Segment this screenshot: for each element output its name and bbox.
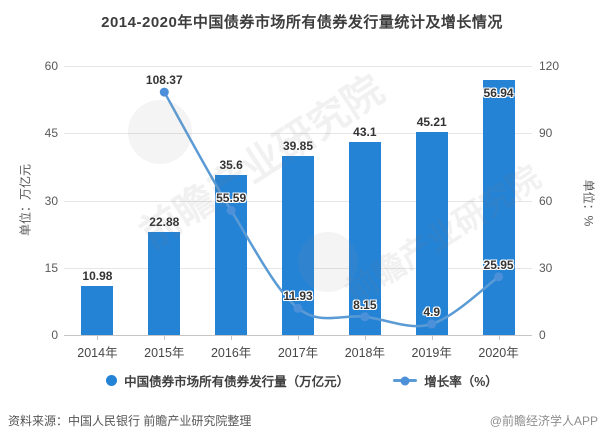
bar-value-label: 22.88 xyxy=(149,215,180,230)
growth-value-label: 55.59 xyxy=(216,191,247,206)
growth-line-marker xyxy=(427,319,437,329)
growth-line-marker xyxy=(360,312,370,322)
growth-line-marker xyxy=(159,87,169,97)
left-axis-tick-label: 60 xyxy=(44,59,58,73)
bar-2018年 xyxy=(348,141,381,335)
plot-area: 10.98 22.88 35.6 39.85 43.1 45.21 56.94 108.37 5… xyxy=(64,66,532,340)
gridline xyxy=(64,133,532,135)
bar-2020年 xyxy=(482,79,515,335)
y-axis-left-labels: 0 15 30 45 60 xyxy=(20,59,58,342)
bar-value-label: 43.1 xyxy=(353,124,377,139)
right-axis-tick-label: 120 xyxy=(539,59,560,73)
bar-2016年 xyxy=(215,175,248,335)
bar-2019年 xyxy=(415,132,448,335)
legend-line-label: 增长率（%） xyxy=(424,375,498,389)
x-axis-tick xyxy=(364,335,366,340)
y-axis-right-labels: 0 30 60 90 120 xyxy=(539,59,579,342)
x-axis-tick xyxy=(231,335,233,340)
x-axis-tick xyxy=(298,335,299,340)
app-credit: @前瞻经济学人APP xyxy=(489,414,598,428)
line-series-swatch-icon xyxy=(393,376,418,385)
x-axis-label: 2020年 xyxy=(478,346,519,360)
bar-2014年 xyxy=(81,285,114,335)
bar-2015年 xyxy=(148,232,181,335)
bar-series-swatch-icon xyxy=(106,375,118,386)
x-axis-tick xyxy=(97,335,99,340)
right-axis-tick-label: 90 xyxy=(539,126,553,141)
growth-line-marker xyxy=(494,272,504,282)
growth-line-layer xyxy=(159,87,504,329)
right-axis-tick-label: 0 xyxy=(539,328,546,342)
right-axis-tick-label: 60 xyxy=(539,193,553,208)
growth-line xyxy=(163,91,500,328)
growth-value-label: 8.15 xyxy=(353,297,377,312)
left-axis-tick-label: 15 xyxy=(44,260,58,275)
growth-value-label: 108.37 xyxy=(145,73,183,88)
bar-value-label: 39.85 xyxy=(282,139,314,154)
x-axis-labels: 2014年 2015年 2016年 2017年 2018年 2019年 2020年 xyxy=(64,342,532,360)
x-axis-label: 2016年 xyxy=(210,346,252,360)
legend-bar-label: 中国债券市场所有债券发行量（万亿元） xyxy=(124,375,350,389)
bar-value-label: 35.6 xyxy=(219,158,243,173)
x-axis-label: 2017年 xyxy=(277,346,319,360)
growth-value-label: 25.95 xyxy=(483,257,514,272)
left-axis-tick-label: 45 xyxy=(44,126,58,141)
x-axis-label: 2014年 xyxy=(77,346,118,360)
x-axis-label: 2018年 xyxy=(344,346,385,360)
growth-line-marker xyxy=(293,303,303,313)
left-axis-tick-label: 0 xyxy=(51,328,58,342)
line-series-dot-icon xyxy=(400,376,410,385)
x-axis-label: 2015年 xyxy=(144,346,185,360)
bar-value-label: 56.94 xyxy=(483,85,514,100)
x-axis-tick xyxy=(431,335,433,340)
footer: 资料来源：中国人民银行 前瞻产业研究院整理 @前瞻经济学人APP xyxy=(8,412,598,429)
growth-value-label: 11.93 xyxy=(283,289,313,304)
bar-value-label: 45.21 xyxy=(416,115,447,130)
right-axis-tick-label: 30 xyxy=(539,260,553,275)
x-axis-tick xyxy=(498,335,500,340)
right-axis-title: 单位：% xyxy=(581,179,596,227)
growth-value-label: 4.9 xyxy=(423,305,441,320)
legend-item-bar: 中国债券市场所有债券发行量（万亿元） xyxy=(106,371,349,390)
legend-item-line: 增长率（%） xyxy=(393,371,498,390)
left-axis-tick-label: 30 xyxy=(44,193,58,208)
legend: 中国债券市场所有债券发行量（万亿元） 增长率（%） xyxy=(0,371,604,390)
page-title: 2014-2020年中国债券市场所有债券发行量统计及增长情况 xyxy=(101,14,503,31)
source-note: 资料来源：中国人民银行 前瞻产业研究院整理 xyxy=(8,414,252,428)
bar-value-label: 10.98 xyxy=(82,268,113,283)
x-axis-label: 2019年 xyxy=(411,346,452,360)
x-axis-tick xyxy=(164,335,166,340)
growth-line-marker xyxy=(226,205,236,215)
gridline xyxy=(64,66,532,67)
